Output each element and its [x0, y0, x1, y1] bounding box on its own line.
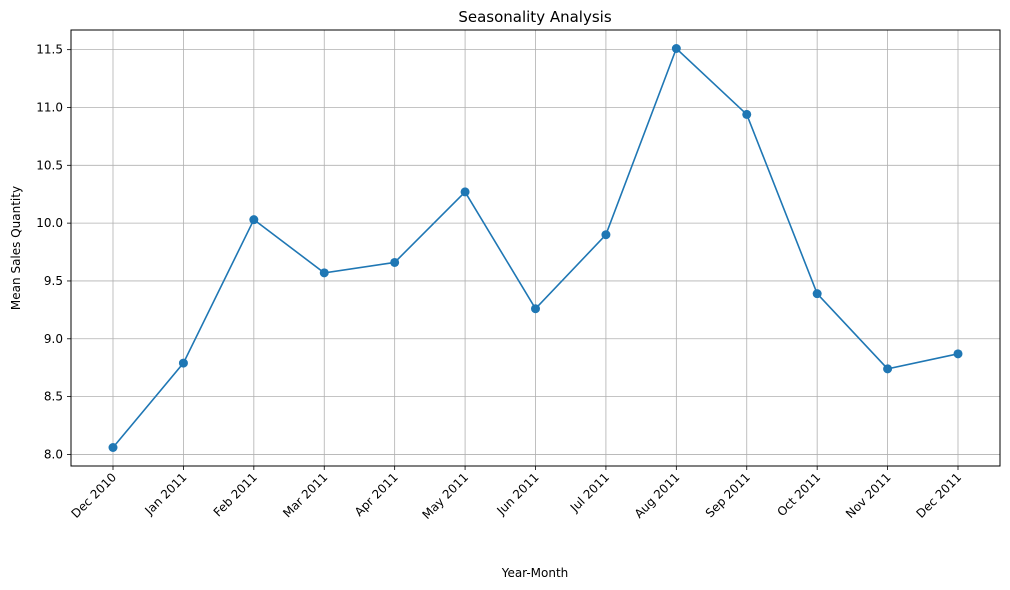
x-tick-label: Mar 2011	[280, 470, 330, 520]
y-tick-label: 8.5	[44, 390, 63, 404]
data-point	[249, 215, 259, 225]
x-tick-label: Sep 2011	[703, 470, 753, 520]
x-tick-label: Aug 2011	[632, 470, 683, 521]
y-tick-label: 11.5	[36, 43, 63, 57]
x-tick-label: Apr 2011	[352, 470, 401, 519]
y-tick-label: 10.0	[36, 216, 63, 230]
data-point	[601, 230, 611, 240]
data-point	[319, 268, 329, 278]
data-point	[178, 358, 188, 368]
grid	[71, 30, 1000, 466]
x-tick-label: Jun 2011	[493, 470, 541, 518]
x-axis-label: Year-Month	[501, 566, 569, 580]
y-tick-label: 10.5	[36, 158, 63, 172]
y-tick-label: 11.0	[36, 100, 63, 114]
y-tick-label: 9.5	[44, 274, 63, 288]
x-tick-label: Dec 2010	[69, 470, 120, 521]
x-axis-ticks: Dec 2010 Jan 2011 Feb 2011 Mar 2011 Apr 2011…	[69, 466, 965, 522]
data-point	[883, 364, 893, 374]
data-point	[531, 304, 540, 314]
y-tick-label: 9.0	[44, 332, 63, 346]
y-tick-label: 8.0	[44, 447, 63, 461]
x-tick-label: Oct 2011	[774, 470, 823, 519]
data-point	[390, 257, 400, 267]
x-tick-label: Jan 2011	[142, 470, 190, 518]
data-point	[108, 442, 118, 452]
data-point	[953, 349, 963, 359]
series-layer	[108, 44, 963, 452]
y-axis-ticks: 8.0 8.5 9.0 9.5 10.0 10.5 11.0 11.5	[36, 43, 71, 461]
x-tick-label: Dec 2011	[914, 470, 965, 521]
data-point	[460, 187, 470, 197]
x-tick-label: Jul 2011	[567, 470, 612, 515]
x-tick-label: Nov 2011	[843, 470, 894, 521]
x-tick-label: Feb 2011	[211, 470, 260, 519]
y-axis-label: Mean Sales Quantity	[9, 186, 23, 310]
x-tick-label: May 2011	[419, 470, 471, 522]
data-point	[812, 289, 822, 299]
data-point	[671, 44, 681, 54]
data-point	[742, 109, 752, 119]
chart-title: Seasonality Analysis	[458, 8, 611, 26]
